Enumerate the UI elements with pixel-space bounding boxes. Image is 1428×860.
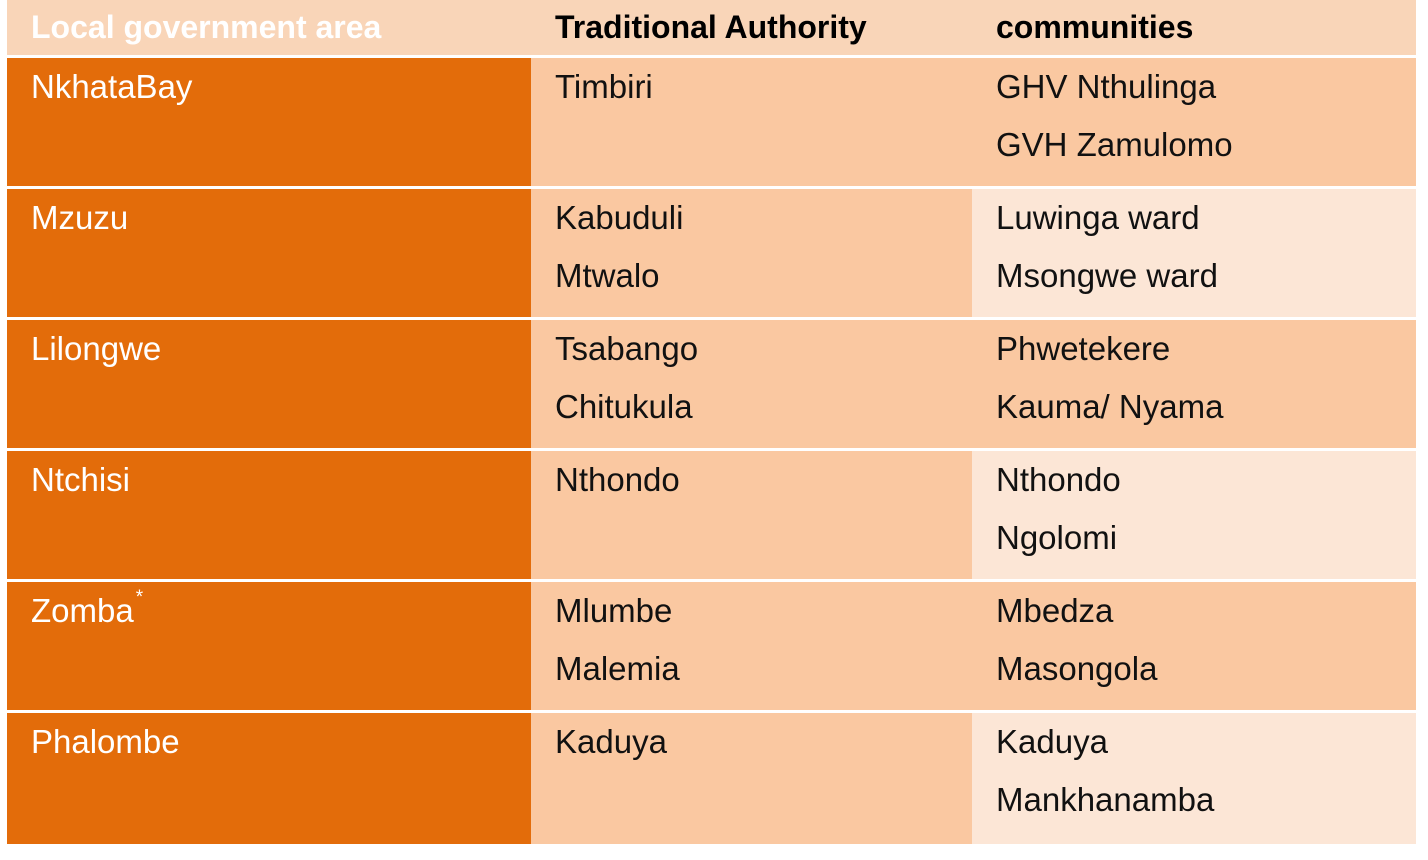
header-lga: Local government area bbox=[31, 9, 382, 45]
ta-cell: Tsabango Chitukula bbox=[531, 320, 972, 448]
table-row: Mzuzu Kabuduli Mtwalo Luwinga ward Msongwe… bbox=[7, 189, 1416, 320]
ta-cell: Timbiri bbox=[531, 58, 972, 186]
lga-name: Mzuzu bbox=[31, 199, 129, 236]
header-communities: communities bbox=[996, 9, 1194, 45]
community-name: Ngolomi bbox=[996, 519, 1118, 556]
lga-name: Ntchisi bbox=[31, 461, 131, 498]
community-name: GVH Zamulomo bbox=[996, 126, 1233, 163]
ta-name: Timbiri bbox=[555, 68, 653, 105]
communities-cell: Kaduya Mankhanamba bbox=[972, 713, 1416, 844]
lga-name: NkhataBay bbox=[31, 68, 193, 105]
lga-cell: Phalombe bbox=[7, 713, 531, 844]
communities-cell: Phwetekere Kauma/ Nyama bbox=[972, 320, 1416, 448]
communities-cell: Nthondo Ngolomi bbox=[972, 451, 1416, 579]
community-name: Msongwe ward bbox=[996, 257, 1218, 294]
table-row: Zomba * Mlumbe Malemia Mbedza Masongola bbox=[7, 582, 1416, 713]
community-name: Kauma/ Nyama bbox=[996, 388, 1224, 425]
table-row: Ntchisi Nthondo Nthondo Ngolomi bbox=[7, 451, 1416, 582]
lga-cell: Mzuzu bbox=[7, 189, 531, 317]
lga-cell: Ntchisi bbox=[7, 451, 531, 579]
ta-name: Kaduya bbox=[555, 723, 667, 760]
table-row: NkhataBay Timbiri GHV Nthulinga GVH Zamul… bbox=[7, 58, 1416, 189]
ta-name: Chitukula bbox=[555, 388, 693, 425]
ta-name: Mlumbe bbox=[555, 592, 673, 629]
lga-name: Phalombe bbox=[31, 723, 180, 760]
community-name: Nthondo bbox=[996, 461, 1121, 498]
ta-name: Malemia bbox=[555, 650, 680, 687]
lga-cell: Lilongwe bbox=[7, 320, 531, 448]
community-name: Masongola bbox=[996, 650, 1158, 687]
table-row: Lilongwe Tsabango Chitukula Phwetekere Kau… bbox=[7, 320, 1416, 451]
header-traditional-authority: Traditional Authority bbox=[555, 9, 867, 45]
communities-cell: GHV Nthulinga GVH Zamulomo bbox=[972, 58, 1416, 186]
lga-name: Zomba bbox=[31, 592, 134, 629]
table-header-row: Local government area Traditional Author… bbox=[7, 0, 1416, 58]
community-name: Mankhanamba bbox=[996, 781, 1215, 818]
ta-cell: Kaduya bbox=[531, 713, 972, 844]
communities-cell: Luwinga ward Msongwe ward bbox=[972, 189, 1416, 317]
lga-communities-table: Local government area Traditional Author… bbox=[7, 0, 1416, 844]
communities-cell: Mbedza Masongola bbox=[972, 582, 1416, 710]
lga-cell: Zomba * bbox=[7, 582, 531, 710]
community-name: Luwinga ward bbox=[996, 199, 1200, 236]
lga-name: Lilongwe bbox=[31, 330, 162, 367]
ta-name: Tsabango bbox=[555, 330, 699, 367]
table-row: Phalombe Kaduya Kaduya Mankhanamba bbox=[7, 713, 1416, 844]
ta-name: Mtwalo bbox=[555, 257, 660, 294]
ta-name: Nthondo bbox=[555, 461, 680, 498]
ta-cell: Kabuduli Mtwalo bbox=[531, 189, 972, 317]
community-name: Kaduya bbox=[996, 723, 1108, 760]
community-name: Mbedza bbox=[996, 592, 1114, 629]
community-name: GHV Nthulinga bbox=[996, 68, 1217, 105]
ta-name: Kabuduli bbox=[555, 199, 684, 236]
ta-cell: Mlumbe Malemia bbox=[531, 582, 972, 710]
community-name: Phwetekere bbox=[996, 330, 1171, 367]
ta-cell: Nthondo bbox=[531, 451, 972, 579]
lga-cell: NkhataBay bbox=[7, 58, 531, 186]
footnote-marker: * bbox=[135, 587, 144, 608]
